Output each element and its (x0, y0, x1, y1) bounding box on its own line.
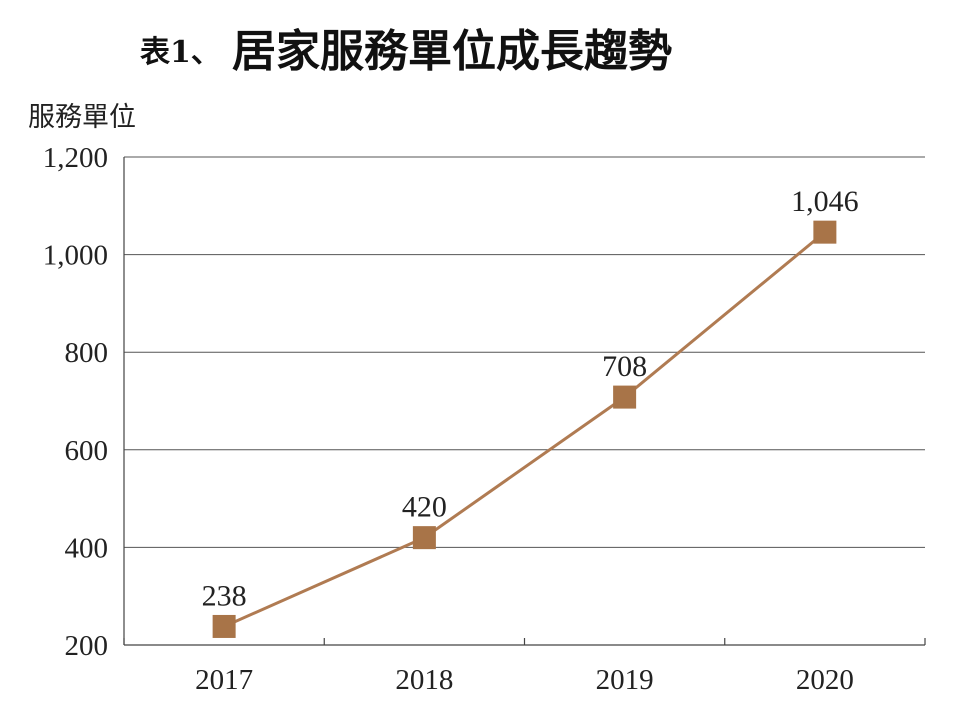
y-tick-label: 1,200 (43, 142, 108, 174)
data-point-2017 (212, 614, 236, 638)
series-line (223, 230, 826, 628)
y-tick-label: 400 (65, 532, 109, 564)
y-tick-label: 1,000 (43, 240, 108, 272)
data-labels: 238 420 708 1,046 (202, 185, 859, 612)
y-axis-label: 服務單位 (28, 102, 136, 133)
data-point-2020 (813, 220, 837, 244)
data-label-2019: 708 (602, 350, 647, 383)
data-point-2018 (412, 526, 436, 550)
chart-title: 居家服務單位成長趨勢 (232, 26, 672, 77)
x-tick-labels: 2017 2018 2019 2020 (195, 664, 854, 696)
gridlines (124, 156, 925, 646)
series (212, 220, 837, 638)
axes (123, 157, 926, 646)
x-tick-label: 2020 (796, 664, 854, 696)
y-tick-label: 600 (65, 435, 109, 467)
data-label-2020: 1,046 (791, 185, 859, 218)
y-tick-labels: 200 400 600 800 1,000 1,200 (43, 142, 108, 662)
x-tick-label: 2017 (195, 664, 253, 696)
y-tick-label: 800 (65, 337, 109, 369)
y-tick-label: 200 (65, 630, 109, 662)
data-label-2018: 420 (402, 491, 447, 524)
data-point-2019 (613, 385, 637, 409)
x-tick-label: 2018 (395, 664, 453, 696)
chart-title-prefix: 表1、 (140, 35, 221, 70)
data-label-2017: 238 (202, 579, 247, 612)
x-tick-label: 2019 (596, 664, 654, 696)
